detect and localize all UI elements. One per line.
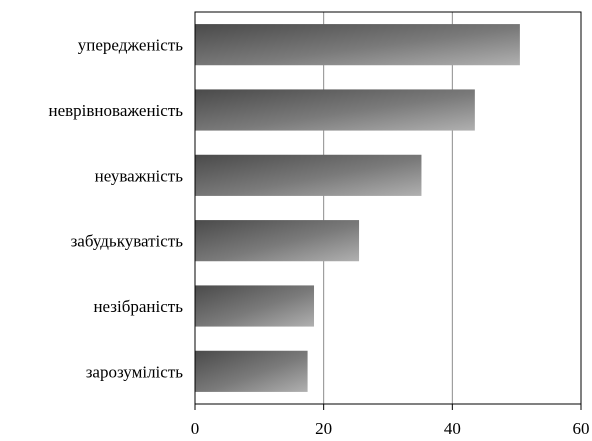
category-labels: упередженість неврівноваженість неуважніст…	[49, 36, 184, 382]
gridlines	[323, 12, 453, 404]
x-tick-label: 0	[191, 419, 200, 438]
x-tick-label: 20	[315, 419, 332, 438]
bar-4	[195, 220, 360, 262]
category-label: зарозумілість	[86, 362, 184, 381]
bar-3	[195, 154, 422, 196]
bar-6	[195, 350, 308, 392]
category-label: упередженість	[78, 36, 183, 55]
category-label: неуважність	[95, 166, 184, 185]
bars	[195, 24, 520, 392]
bar-2	[195, 89, 475, 131]
x-tick-label: 40	[444, 419, 461, 438]
category-label: неврівноваженість	[49, 101, 184, 120]
category-label: незібраність	[93, 297, 183, 316]
bar-5	[195, 285, 315, 327]
x-tick-label: 60	[573, 419, 590, 438]
bar-1	[195, 24, 520, 66]
x-axis-ticks: 0 20 40 60	[191, 404, 590, 438]
category-label: забудькуватість	[71, 232, 184, 251]
plot-area-frame	[194, 11, 582, 405]
